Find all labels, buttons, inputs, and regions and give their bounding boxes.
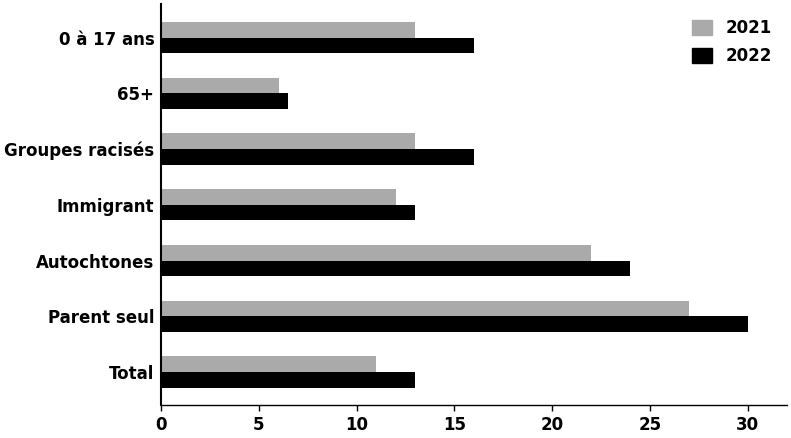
Bar xyxy=(161,189,396,205)
Bar xyxy=(161,261,630,276)
Bar xyxy=(161,134,415,149)
Bar xyxy=(161,93,288,109)
Bar xyxy=(161,78,278,93)
Bar xyxy=(161,22,415,38)
Legend: 2021, 2022: 2021, 2022 xyxy=(686,13,778,72)
Bar xyxy=(161,245,592,261)
Bar xyxy=(161,38,474,53)
Bar xyxy=(161,316,747,332)
Bar xyxy=(161,357,377,372)
Bar xyxy=(161,372,415,388)
Bar xyxy=(161,149,474,165)
Bar xyxy=(161,205,415,220)
Bar xyxy=(161,300,689,316)
